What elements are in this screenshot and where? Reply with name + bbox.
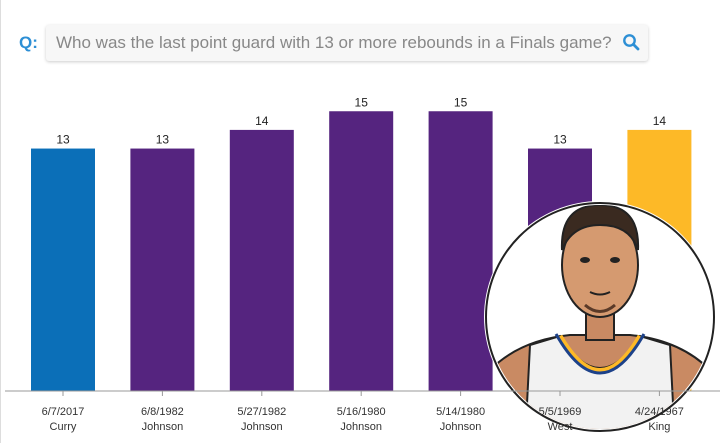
x-tick-label-date: 5/16/1980 bbox=[337, 406, 386, 418]
x-tick-label-date: 6/7/2017 bbox=[42, 406, 85, 418]
x-tick-label-player: Johnson bbox=[440, 421, 482, 433]
x-tick-label-player: King bbox=[648, 421, 670, 433]
x-tick-label-player: Curry bbox=[50, 421, 77, 433]
x-tick-label-date: 5/5/1969 bbox=[539, 406, 582, 418]
x-tick-label-date: 5/14/1980 bbox=[436, 406, 485, 418]
bar bbox=[329, 111, 394, 391]
value-label: 15 bbox=[355, 95, 369, 109]
value-label: 13 bbox=[553, 133, 567, 147]
value-label: 13 bbox=[156, 133, 170, 147]
bar bbox=[229, 129, 294, 391]
player-portrait bbox=[484, 201, 716, 433]
x-tick-label-date: 4/24/1967 bbox=[635, 406, 684, 418]
value-label: 15 bbox=[454, 95, 468, 109]
value-label: 14 bbox=[653, 114, 667, 128]
x-tick-label-player: West bbox=[548, 421, 573, 433]
x-tick-label-player: Johnson bbox=[241, 421, 283, 433]
search-icon[interactable] bbox=[622, 33, 640, 56]
left-border bbox=[0, 0, 1, 443]
value-label: 13 bbox=[56, 133, 70, 147]
bar bbox=[130, 148, 195, 391]
x-tick-label-player: Johnson bbox=[340, 421, 382, 433]
x-tick-label-date: 5/27/1982 bbox=[237, 406, 286, 418]
bar bbox=[31, 148, 95, 391]
bar bbox=[428, 111, 493, 391]
x-tick-label-player: Johnson bbox=[142, 421, 184, 433]
x-tick-label-date: 6/8/1982 bbox=[141, 406, 184, 418]
search-input[interactable]: Who was the last point guard with 13 or … bbox=[46, 25, 648, 61]
question-label: Q: bbox=[19, 33, 38, 52]
search-query: Who was the last point guard with 13 or … bbox=[56, 33, 612, 52]
value-label: 14 bbox=[255, 114, 269, 128]
